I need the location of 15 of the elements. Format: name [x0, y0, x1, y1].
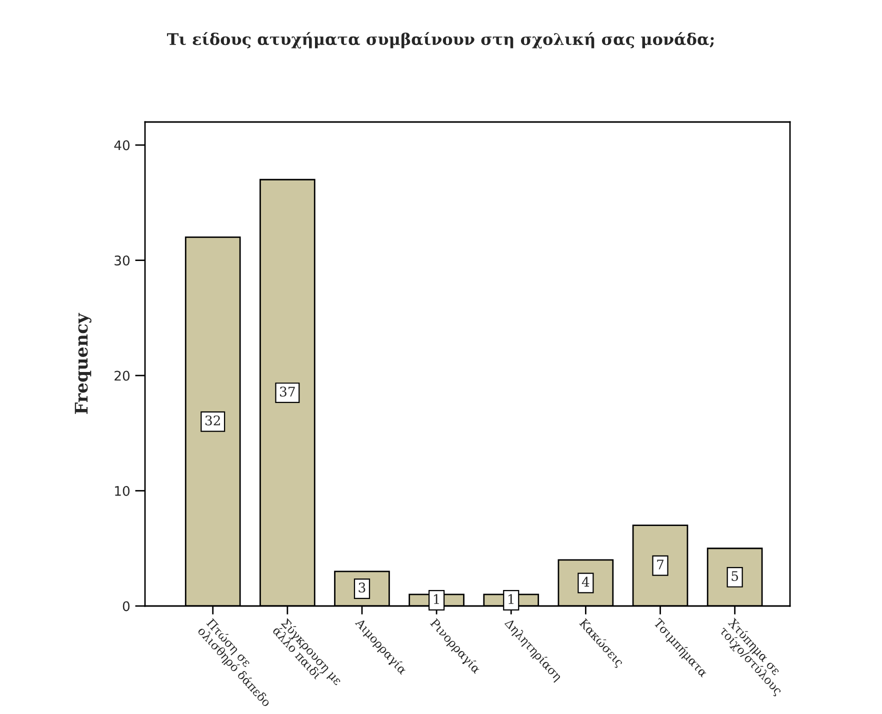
- data-label: 5: [732, 571, 738, 582]
- y-tick-label: 0: [122, 601, 130, 612]
- data-label: 37: [280, 386, 295, 397]
- y-tick-label: 10: [115, 486, 130, 496]
- data-label: 7: [657, 560, 664, 570]
- data-label: 4: [582, 576, 590, 587]
- y-tick-label: 30: [114, 256, 130, 266]
- data-label: 1: [434, 594, 439, 604]
- y-tick-label: 40: [114, 140, 130, 150]
- y-axis-title: Frequency: [74, 312, 92, 414]
- y-tick-label: 20: [114, 370, 130, 381]
- data-label: 1: [508, 594, 514, 604]
- data-label: 32: [205, 415, 220, 426]
- chart-title: Τι είδους ατυχήματα συμβαίνουν στη σχολική σας μονάδα;: [166, 32, 714, 48]
- data-label: 3: [358, 582, 366, 593]
